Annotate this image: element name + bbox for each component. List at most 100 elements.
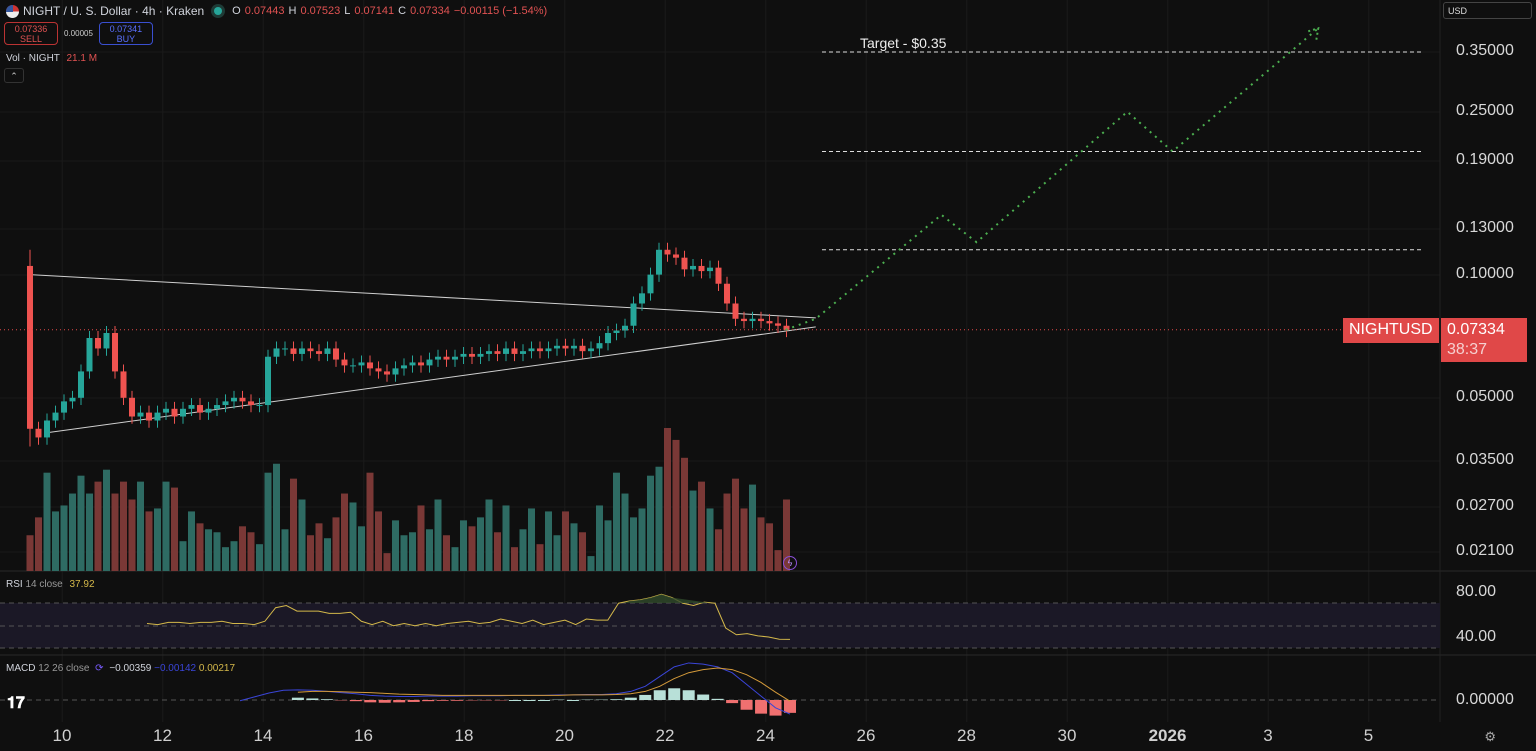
chevron-up-icon[interactable]: ⌃ [4, 68, 24, 83]
candle-body [418, 362, 424, 366]
time-axis-label: 12 [153, 726, 172, 745]
currency-select[interactable]: USD [1443, 2, 1532, 19]
volume-bar [400, 535, 408, 571]
tradingview-logo[interactable]: 𝟏𝟕 [7, 695, 25, 712]
last-price: 0.07334 [1447, 321, 1505, 338]
volume-bar [298, 499, 306, 571]
spread-value: 0.00005 [64, 29, 93, 38]
volume-bar [451, 547, 459, 571]
volume-bar [315, 523, 323, 571]
volume-bar [375, 511, 382, 571]
candle-body [724, 283, 730, 304]
candle-body [579, 345, 586, 352]
buy-label: BUY [116, 34, 136, 44]
volume-bar [154, 508, 161, 571]
volume-bar [630, 517, 637, 571]
volume-bar [120, 481, 127, 571]
low-value: 0.07141 [354, 5, 395, 17]
volume-bar [307, 535, 314, 571]
macd-histogram-bar [407, 700, 420, 702]
volume-bar [443, 535, 450, 571]
volume-bar [383, 553, 391, 571]
price-axis-label: 0.02700 [1456, 497, 1514, 514]
candle-body [129, 397, 135, 417]
candle-body [324, 348, 331, 354]
volume-bar [613, 472, 620, 571]
candle-body [44, 420, 50, 438]
symbol-tag: NIGHTUSD [1343, 318, 1439, 343]
volume-bar [672, 439, 680, 571]
candle-body [231, 397, 237, 402]
volume-bar [35, 517, 42, 571]
candle-body [273, 348, 280, 357]
price-axis-label: 0.10000 [1456, 265, 1514, 282]
trade-panel: 0.07336 SELL 0.00005 0.07341 BUY [4, 22, 153, 45]
rsi-line [146, 593, 791, 640]
candle-body [528, 348, 535, 352]
high-label: H [288, 5, 297, 17]
candle-body [154, 412, 161, 421]
volume-bar [366, 472, 374, 571]
lightning-icon[interactable]: ϟ [783, 556, 797, 570]
macd-line [239, 662, 791, 715]
volume-bar [715, 529, 722, 571]
candle-body [214, 405, 220, 409]
macd-legend[interactable]: MACD 12 26 close ⟳ −0.00359 −0.00142 0.0… [6, 663, 235, 674]
macd-histogram-bar [682, 690, 695, 700]
volume-label: Vol · NIGHT [6, 53, 60, 64]
candle-body [758, 318, 764, 322]
volume-bar [349, 502, 357, 571]
macd-histogram-bar [740, 700, 753, 710]
volume-bar [740, 508, 748, 571]
candle-body [486, 351, 492, 354]
candle-body [248, 401, 254, 406]
time-axis-label: 5 [1363, 726, 1374, 745]
macd-histogram-bar [537, 700, 550, 701]
open-label: O [232, 5, 241, 17]
candle-body [511, 348, 518, 354]
rsi-legend[interactable]: RSI 14 close 37.92 [6, 579, 95, 590]
candle-body [409, 362, 416, 366]
candle-body [188, 405, 195, 409]
macd-histogram-bar [436, 700, 449, 701]
time-axis-label: 10 [52, 726, 72, 745]
candle-body [197, 405, 203, 413]
volume-bar [502, 505, 510, 571]
candle-body [290, 348, 297, 354]
volume-bar [128, 499, 136, 571]
candle-body [137, 412, 144, 417]
candle-body [647, 274, 654, 294]
target-annotation[interactable]: Target - $0.35 [860, 35, 947, 51]
macd-histogram-bar [726, 700, 739, 704]
projection-arrowhead [1307, 26, 1320, 41]
rsi-overbought-fill [624, 594, 710, 603]
volume-bar [392, 520, 399, 571]
candle-body [707, 267, 713, 272]
volume-bar [230, 541, 238, 571]
volume-bar [247, 532, 255, 571]
rsi-value: 37.92 [69, 579, 95, 590]
volume-bar [511, 547, 518, 571]
macd-axis-zero: 0.00000 [1456, 691, 1514, 708]
volume-bar [324, 538, 331, 571]
sell-button[interactable]: 0.07336 SELL [4, 22, 58, 45]
candle-body [163, 408, 169, 413]
volume-bar [188, 511, 195, 571]
macd-histogram-bar [523, 700, 536, 701]
volume-bar [222, 547, 229, 571]
settings-icon[interactable]: ⚙ [1484, 729, 1496, 744]
price-axis-label: 0.02100 [1456, 542, 1514, 559]
buy-button[interactable]: 0.07341 BUY [98, 22, 153, 45]
volume-bar [60, 505, 68, 571]
volume-bar [239, 526, 246, 571]
sync-icon[interactable]: ⟳ [95, 663, 104, 674]
candle-body [205, 408, 212, 413]
volume-bar [409, 532, 416, 571]
symbol-title[interactable]: NIGHT / U. S. Dollar · 4h · Kraken [23, 4, 205, 18]
volume-bar [103, 469, 110, 571]
price-axis-label: 0.13000 [1456, 219, 1514, 236]
candle-body [171, 408, 178, 417]
candle-body [367, 362, 373, 369]
volume-bar [69, 493, 76, 571]
